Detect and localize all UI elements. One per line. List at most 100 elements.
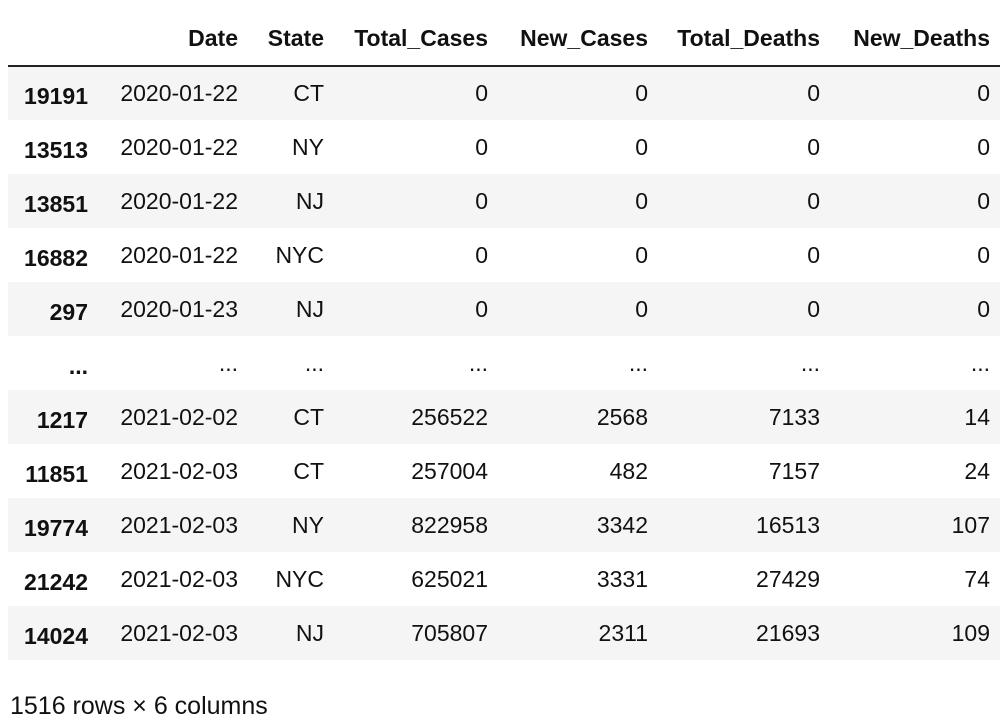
table-cell: 0 [807, 187, 820, 214]
table-cell: ... [304, 349, 324, 376]
table-cell: CT [293, 80, 324, 106]
row-index: 13513 [24, 136, 88, 163]
table-cell: NY [292, 511, 324, 538]
table-row: 14024 2021-02-03 NJ 705807 2311 21693 109 [8, 606, 1000, 660]
table-row: 297 2020-01-23 NJ 0 0 0 0 [8, 282, 1000, 336]
column-header: New_Deaths [830, 12, 1000, 67]
table-cell: 482 [609, 457, 648, 484]
row-index: 14024 [24, 622, 88, 649]
table-cell: 2020-01-22 [120, 133, 238, 160]
row-index: 1217 [36, 406, 88, 433]
table-cell: ... [970, 349, 990, 376]
table-cell: NYC [275, 241, 324, 268]
table-cell: 0 [475, 295, 488, 322]
table-cell: 14 [964, 403, 990, 430]
table-cell: 0 [807, 295, 820, 322]
table-row: 1217 2021-02-02 CT 256522 2568 7133 14 [8, 390, 1000, 444]
table-cell: 2020-01-22 [120, 80, 238, 106]
table-cell: 0 [475, 187, 488, 214]
table-cell: 0 [977, 133, 990, 160]
dataframe-output: Date State Total_Cases New_Cases Total_Death… [8, 12, 1000, 660]
table-cell: 2020-01-23 [120, 295, 238, 322]
table-cell: 2020-01-22 [120, 187, 238, 214]
table-row: 21242 2021-02-03 NYC 625021 3331 27429 74 [8, 552, 1000, 606]
table-cell: 3342 [596, 511, 648, 538]
table-header: Date State Total_Cases New_Cases Total_Death… [8, 12, 1000, 67]
table-cell: 0 [635, 187, 648, 214]
table-cell: ... [218, 349, 238, 376]
table-cell: CT [293, 403, 324, 430]
table-row: 16882 2020-01-22 NYC 0 0 0 0 [8, 228, 1000, 282]
column-header: Total_Cases [334, 12, 498, 67]
row-index: 11851 [25, 460, 88, 487]
table-cell: 0 [807, 241, 820, 268]
table-cell: ... [468, 349, 488, 376]
row-index: 19191 [24, 83, 88, 109]
table-cell: 257004 [411, 457, 488, 484]
row-index: ... [68, 352, 88, 379]
table-cell: 3331 [596, 565, 648, 592]
table-cell: 625021 [411, 565, 488, 592]
table-cell: 0 [475, 133, 488, 160]
table-cell: 0 [807, 80, 820, 106]
table-row: 19774 2021-02-03 NY 822958 3342 16513 107 [8, 498, 1000, 552]
table-cell: 0 [977, 241, 990, 268]
row-index: 297 [49, 298, 88, 325]
table-cell: 0 [635, 80, 648, 106]
table-cell: 16513 [756, 511, 820, 538]
table-cell: 107 [951, 511, 990, 538]
table-cell: 0 [807, 133, 820, 160]
column-header: State [248, 12, 334, 67]
table-cell: NJ [295, 619, 324, 646]
table-cell: 2021-02-03 [120, 511, 238, 538]
table-row: 19191 2020-01-22 CT 0 0 0 0 [8, 66, 1000, 120]
table-cell: NJ [295, 295, 324, 322]
row-index: 13851 [24, 190, 88, 217]
table-cell: ... [800, 349, 820, 376]
table-cell: NYC [275, 565, 324, 592]
column-header: New_Cases [498, 12, 658, 67]
table-cell: 0 [977, 80, 990, 106]
table-cell: 0 [475, 241, 488, 268]
table-cell: 0 [977, 295, 990, 322]
table-cell: 705807 [411, 619, 488, 646]
table-body: 19191 2020-01-22 CT 0 0 0 0 13513 2020-01-22 NY 0 0… [8, 66, 1000, 660]
table-cell: 822958 [411, 511, 488, 538]
table-cell: 0 [635, 295, 648, 322]
table-cell: 2021-02-03 [120, 619, 238, 646]
table-cell: 2311 [598, 619, 648, 646]
table-row: ..................... [8, 336, 1000, 390]
table-cell: 7157 [768, 457, 820, 484]
table-cell: 2568 [596, 403, 648, 430]
index-header [8, 12, 98, 67]
shape-summary: 1516 rows × 6 columns [10, 692, 268, 720]
table-row: 13851 2020-01-22 NJ 0 0 0 0 [8, 174, 1000, 228]
header-row: Date State Total_Cases New_Cases Total_Death… [8, 12, 1000, 67]
table-row: 13513 2020-01-22 NY 0 0 0 0 [8, 120, 1000, 174]
table-cell: 27429 [756, 565, 820, 592]
table-cell: 2021-02-02 [120, 403, 238, 430]
dataframe-table: Date State Total_Cases New_Cases Total_Death… [8, 12, 1000, 660]
table-cell: 109 [951, 619, 990, 646]
table-cell: 2020-01-22 [120, 241, 238, 268]
row-index: 19774 [24, 514, 88, 541]
table-cell: ... [628, 349, 648, 376]
table-cell: 0 [635, 133, 648, 160]
table-cell: 0 [475, 80, 488, 106]
table-cell: 24 [964, 457, 990, 484]
column-header: Date [98, 12, 248, 67]
table-cell: 2021-02-03 [120, 457, 238, 484]
table-cell: 0 [635, 241, 648, 268]
row-index: 21242 [24, 568, 88, 595]
table-cell: NY [292, 133, 324, 160]
table-cell: 7133 [768, 403, 820, 430]
table-cell: 21693 [756, 619, 820, 646]
column-header: Total_Deaths [658, 12, 830, 67]
table-cell: 256522 [411, 403, 488, 430]
table-cell: CT [293, 457, 324, 484]
table-cell: NJ [295, 187, 324, 214]
table-cell: 2021-02-03 [120, 565, 238, 592]
row-index: 16882 [24, 244, 88, 271]
table-row: 11851 2021-02-03 CT 257004 482 7157 24 [8, 444, 1000, 498]
table-cell: 74 [964, 565, 990, 592]
